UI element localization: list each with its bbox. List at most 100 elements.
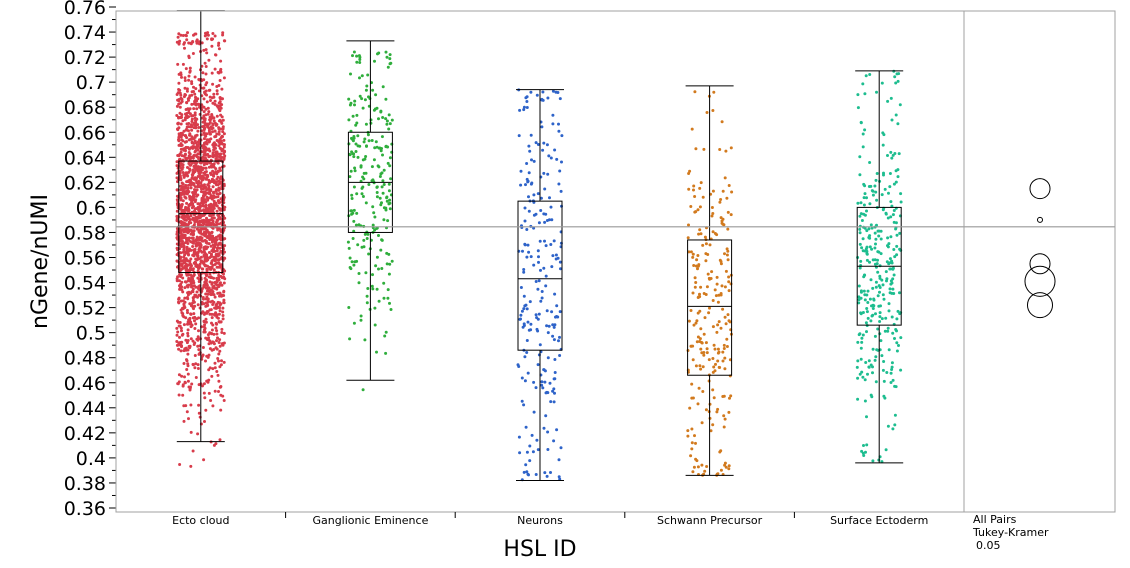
data-point [187,222,190,226]
data-point [386,288,390,292]
data-point [198,42,201,46]
data-point [699,232,703,236]
data-point [215,92,219,96]
data-point [200,219,204,223]
data-point [189,403,193,407]
data-point [546,96,550,100]
data-point [716,347,720,351]
data-point [525,351,529,354]
data-point [527,209,531,213]
data-point [199,245,203,249]
data-point [700,463,704,467]
data-point [214,135,218,138]
data-point [202,137,206,141]
data-point [195,146,199,150]
data-point [179,275,182,278]
y-tick-label: 0.74 [64,22,106,44]
data-point [723,285,727,289]
comparison-circle [1036,216,1044,223]
data-point [897,344,900,347]
data-point [204,301,208,305]
comparison-panel-frame [963,10,1116,513]
data-point [723,176,727,180]
data-point [211,82,215,86]
data-point [522,268,526,271]
data-point [203,276,207,280]
data-point [373,306,377,310]
data-point [192,90,195,93]
data-point [184,112,187,116]
data-point [184,264,188,268]
data-point [879,339,883,343]
data-point [201,384,204,388]
data-point [899,192,903,196]
data-point [858,372,862,376]
data-point [360,74,364,78]
data-point [856,93,860,97]
data-point [380,135,384,139]
box-iqr [687,239,733,376]
data-point [211,290,215,294]
data-point [179,235,183,238]
data-point [867,227,871,231]
data-point [202,153,206,157]
data-point [529,328,533,332]
data-point [214,143,218,146]
data-point [182,175,186,179]
data-point [540,296,544,300]
y-tick-label: 0.68 [64,97,106,119]
data-point [873,334,877,338]
data-point [379,110,383,114]
y-axis-ticks [109,6,116,509]
data-point [712,396,716,400]
data-point [210,299,214,303]
data-point [388,57,392,61]
data-point [206,152,210,156]
data-point [202,233,206,237]
data-point [216,336,219,340]
data-point [189,155,192,159]
data-point [724,269,728,273]
data-point [532,263,536,267]
data-point [178,463,182,466]
data-point [546,430,550,434]
data-point [726,313,730,317]
data-point [201,105,205,109]
data-point [219,208,223,212]
data-point [175,164,179,168]
data-point [689,344,693,348]
y-tick-label: 0.52 [64,298,106,320]
data-point [361,195,365,198]
data-point [542,368,546,372]
data-point [891,378,895,382]
data-point [223,237,227,241]
data-point [862,454,866,457]
data-point [379,248,383,252]
data-point [353,260,357,264]
data-point [221,310,225,314]
data-point [523,355,527,359]
data-point [214,242,217,246]
data-point [215,89,219,93]
data-point [727,464,731,468]
data-point [205,354,209,358]
data-point [384,50,388,54]
data-point [218,349,222,353]
data-point [893,413,897,417]
data-point [186,339,190,342]
data-point [868,73,872,76]
data-point [206,303,210,307]
data-point [860,449,864,453]
data-point [871,371,874,375]
data-point [202,187,205,191]
data-point [191,284,195,288]
data-point [217,201,221,205]
data-point [377,234,380,237]
x-category-label: Neurons [517,514,563,527]
data-point [197,202,201,206]
data-point [517,134,521,138]
data-point [188,318,192,322]
data-point [528,444,532,448]
data-point [380,267,384,270]
data-point [522,108,526,112]
